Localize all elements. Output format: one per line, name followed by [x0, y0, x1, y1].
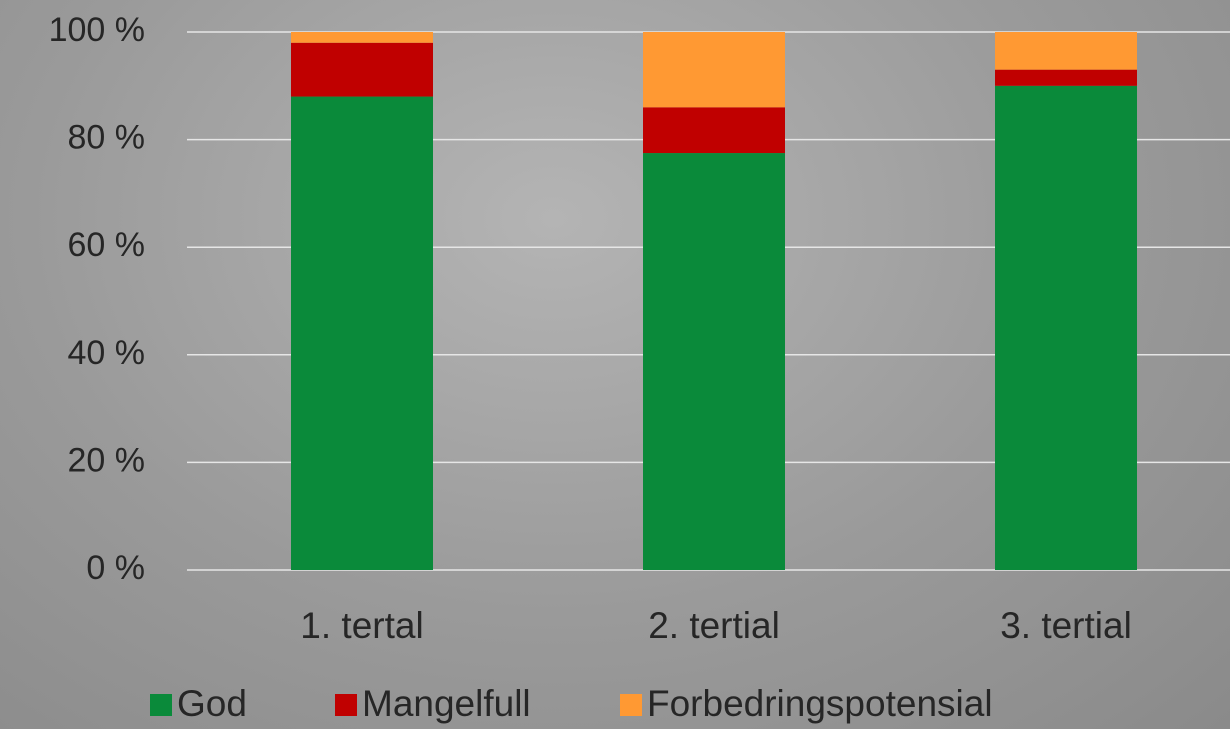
y-tick-label: 60 %	[68, 226, 146, 264]
bar-segment	[643, 153, 785, 570]
bar-segment	[643, 32, 785, 107]
legend-swatch	[620, 694, 642, 716]
legend-label: God	[177, 683, 247, 724]
x-tick-label: 3. tertial	[1000, 605, 1132, 646]
bar-segment	[291, 43, 433, 97]
x-tick-label: 2. tertial	[648, 605, 780, 646]
x-tick-label: 1. tertal	[300, 605, 423, 646]
bar-segment	[995, 70, 1137, 86]
bar-segment	[995, 32, 1137, 70]
y-tick-label: 80 %	[68, 119, 146, 157]
bar-segment	[995, 86, 1137, 570]
y-tick-label: 0 %	[86, 549, 145, 587]
legend-label: Forbedringspotensial	[647, 683, 993, 724]
y-tick-label: 40 %	[68, 334, 146, 372]
bar-segment	[291, 32, 433, 43]
bar-segment	[291, 97, 433, 570]
y-tick-label: 100 %	[49, 11, 145, 49]
y-tick-label: 20 %	[68, 441, 146, 479]
legend-swatch	[150, 694, 172, 716]
chart: 0 % 20 % 40 % 60 % 80 % 100 % 1. tertal 2. tert…	[0, 0, 1230, 729]
legend-label: Mangelfull	[362, 683, 531, 724]
legend-swatch	[335, 694, 357, 716]
bar-segment	[643, 107, 785, 153]
